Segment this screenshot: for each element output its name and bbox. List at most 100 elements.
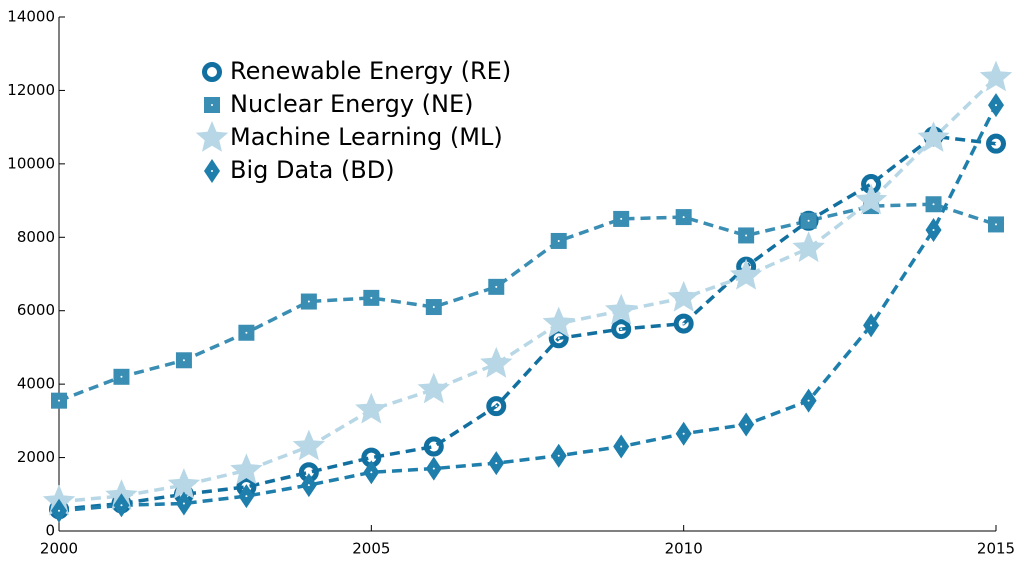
marker	[175, 352, 192, 369]
marker	[925, 217, 942, 242]
y-tick-label: 14000	[7, 8, 55, 26]
marker	[800, 388, 817, 413]
marker	[488, 278, 505, 295]
marker	[195, 121, 229, 152]
marker	[238, 324, 255, 341]
legend-label: Nuclear Energy (NE)	[230, 90, 474, 118]
marker	[667, 280, 700, 312]
marker-part	[370, 456, 373, 459]
marker-part	[211, 104, 213, 106]
series-line	[58, 202, 997, 403]
marker-part	[620, 445, 623, 448]
legend-label: Renewable Energy (RE)	[230, 57, 511, 85]
marker-part	[495, 285, 498, 288]
marker	[113, 368, 130, 385]
marker-part	[432, 467, 435, 470]
marker	[300, 473, 317, 498]
marker	[167, 468, 201, 499]
marker-part	[307, 300, 310, 303]
y-tick-label: 6000	[17, 301, 55, 319]
marker	[238, 484, 255, 509]
marker-part	[995, 223, 997, 226]
marker-part	[807, 219, 810, 222]
marker	[988, 216, 1004, 233]
marker-part	[211, 170, 213, 172]
marker-part	[620, 328, 623, 331]
marker-part	[432, 445, 435, 448]
marker-part	[202, 62, 222, 82]
marker-part	[979, 60, 1013, 92]
marker-part	[995, 142, 997, 145]
x-tick-label: 2015	[977, 540, 1015, 558]
marker	[792, 231, 825, 263]
marker	[292, 429, 325, 461]
y-tick-label: 8000	[17, 228, 55, 246]
marker-part	[682, 322, 685, 325]
marker	[730, 258, 763, 290]
marker	[113, 493, 130, 518]
marker	[675, 421, 692, 446]
marker	[613, 210, 630, 227]
marker-part	[230, 453, 263, 485]
y-tick-label: 12000	[7, 81, 55, 99]
marker	[480, 346, 513, 378]
marker-part	[120, 375, 123, 378]
marker-part	[995, 104, 997, 107]
marker	[979, 60, 1013, 92]
marker	[925, 196, 942, 213]
marker	[550, 443, 567, 468]
marker	[425, 456, 442, 481]
marker-part	[854, 183, 888, 215]
marker-part	[792, 231, 825, 263]
marker-part	[557, 337, 560, 340]
marker-part	[611, 319, 632, 340]
marker-part	[870, 324, 873, 327]
marker	[611, 319, 632, 340]
x-tick-label: 2010	[665, 540, 703, 558]
marker-part	[495, 405, 498, 408]
marker-part	[745, 423, 748, 426]
y-tick-label: 10000	[7, 154, 55, 172]
marker-part	[667, 280, 700, 312]
marker	[355, 392, 388, 424]
marker-part	[745, 234, 748, 237]
marker-part	[620, 217, 623, 220]
marker	[204, 97, 220, 113]
marker	[423, 436, 444, 457]
marker	[613, 434, 630, 459]
marker-part	[58, 509, 60, 512]
marker	[51, 498, 67, 523]
marker	[988, 93, 1004, 118]
marker	[300, 293, 317, 310]
marker-part	[557, 239, 560, 242]
marker	[542, 306, 575, 338]
marker	[486, 396, 507, 417]
marker-part	[307, 471, 310, 474]
marker-part	[195, 121, 229, 152]
marker	[800, 212, 817, 229]
marker-part	[486, 396, 507, 417]
marker-part	[292, 429, 325, 461]
x-tick-label: 2005	[352, 540, 390, 558]
marker	[605, 293, 638, 325]
series-line	[58, 134, 997, 512]
marker-part	[495, 462, 498, 465]
marker	[363, 460, 380, 485]
marker-part	[370, 296, 373, 299]
marker	[488, 451, 505, 476]
marker-part	[917, 121, 950, 152]
marker-part	[682, 432, 685, 435]
marker-part	[167, 468, 201, 499]
marker-part	[932, 203, 935, 206]
marker-part	[423, 436, 444, 457]
marker-part	[432, 306, 435, 309]
legend-label: Machine Learning (ML)	[230, 123, 503, 151]
marker-part	[307, 484, 310, 487]
marker-part	[542, 306, 575, 338]
series-line	[58, 104, 998, 513]
y-tick-label: 4000	[17, 375, 55, 393]
marker	[550, 232, 567, 249]
y-tick-label: 2000	[17, 448, 55, 466]
marker	[230, 453, 263, 485]
